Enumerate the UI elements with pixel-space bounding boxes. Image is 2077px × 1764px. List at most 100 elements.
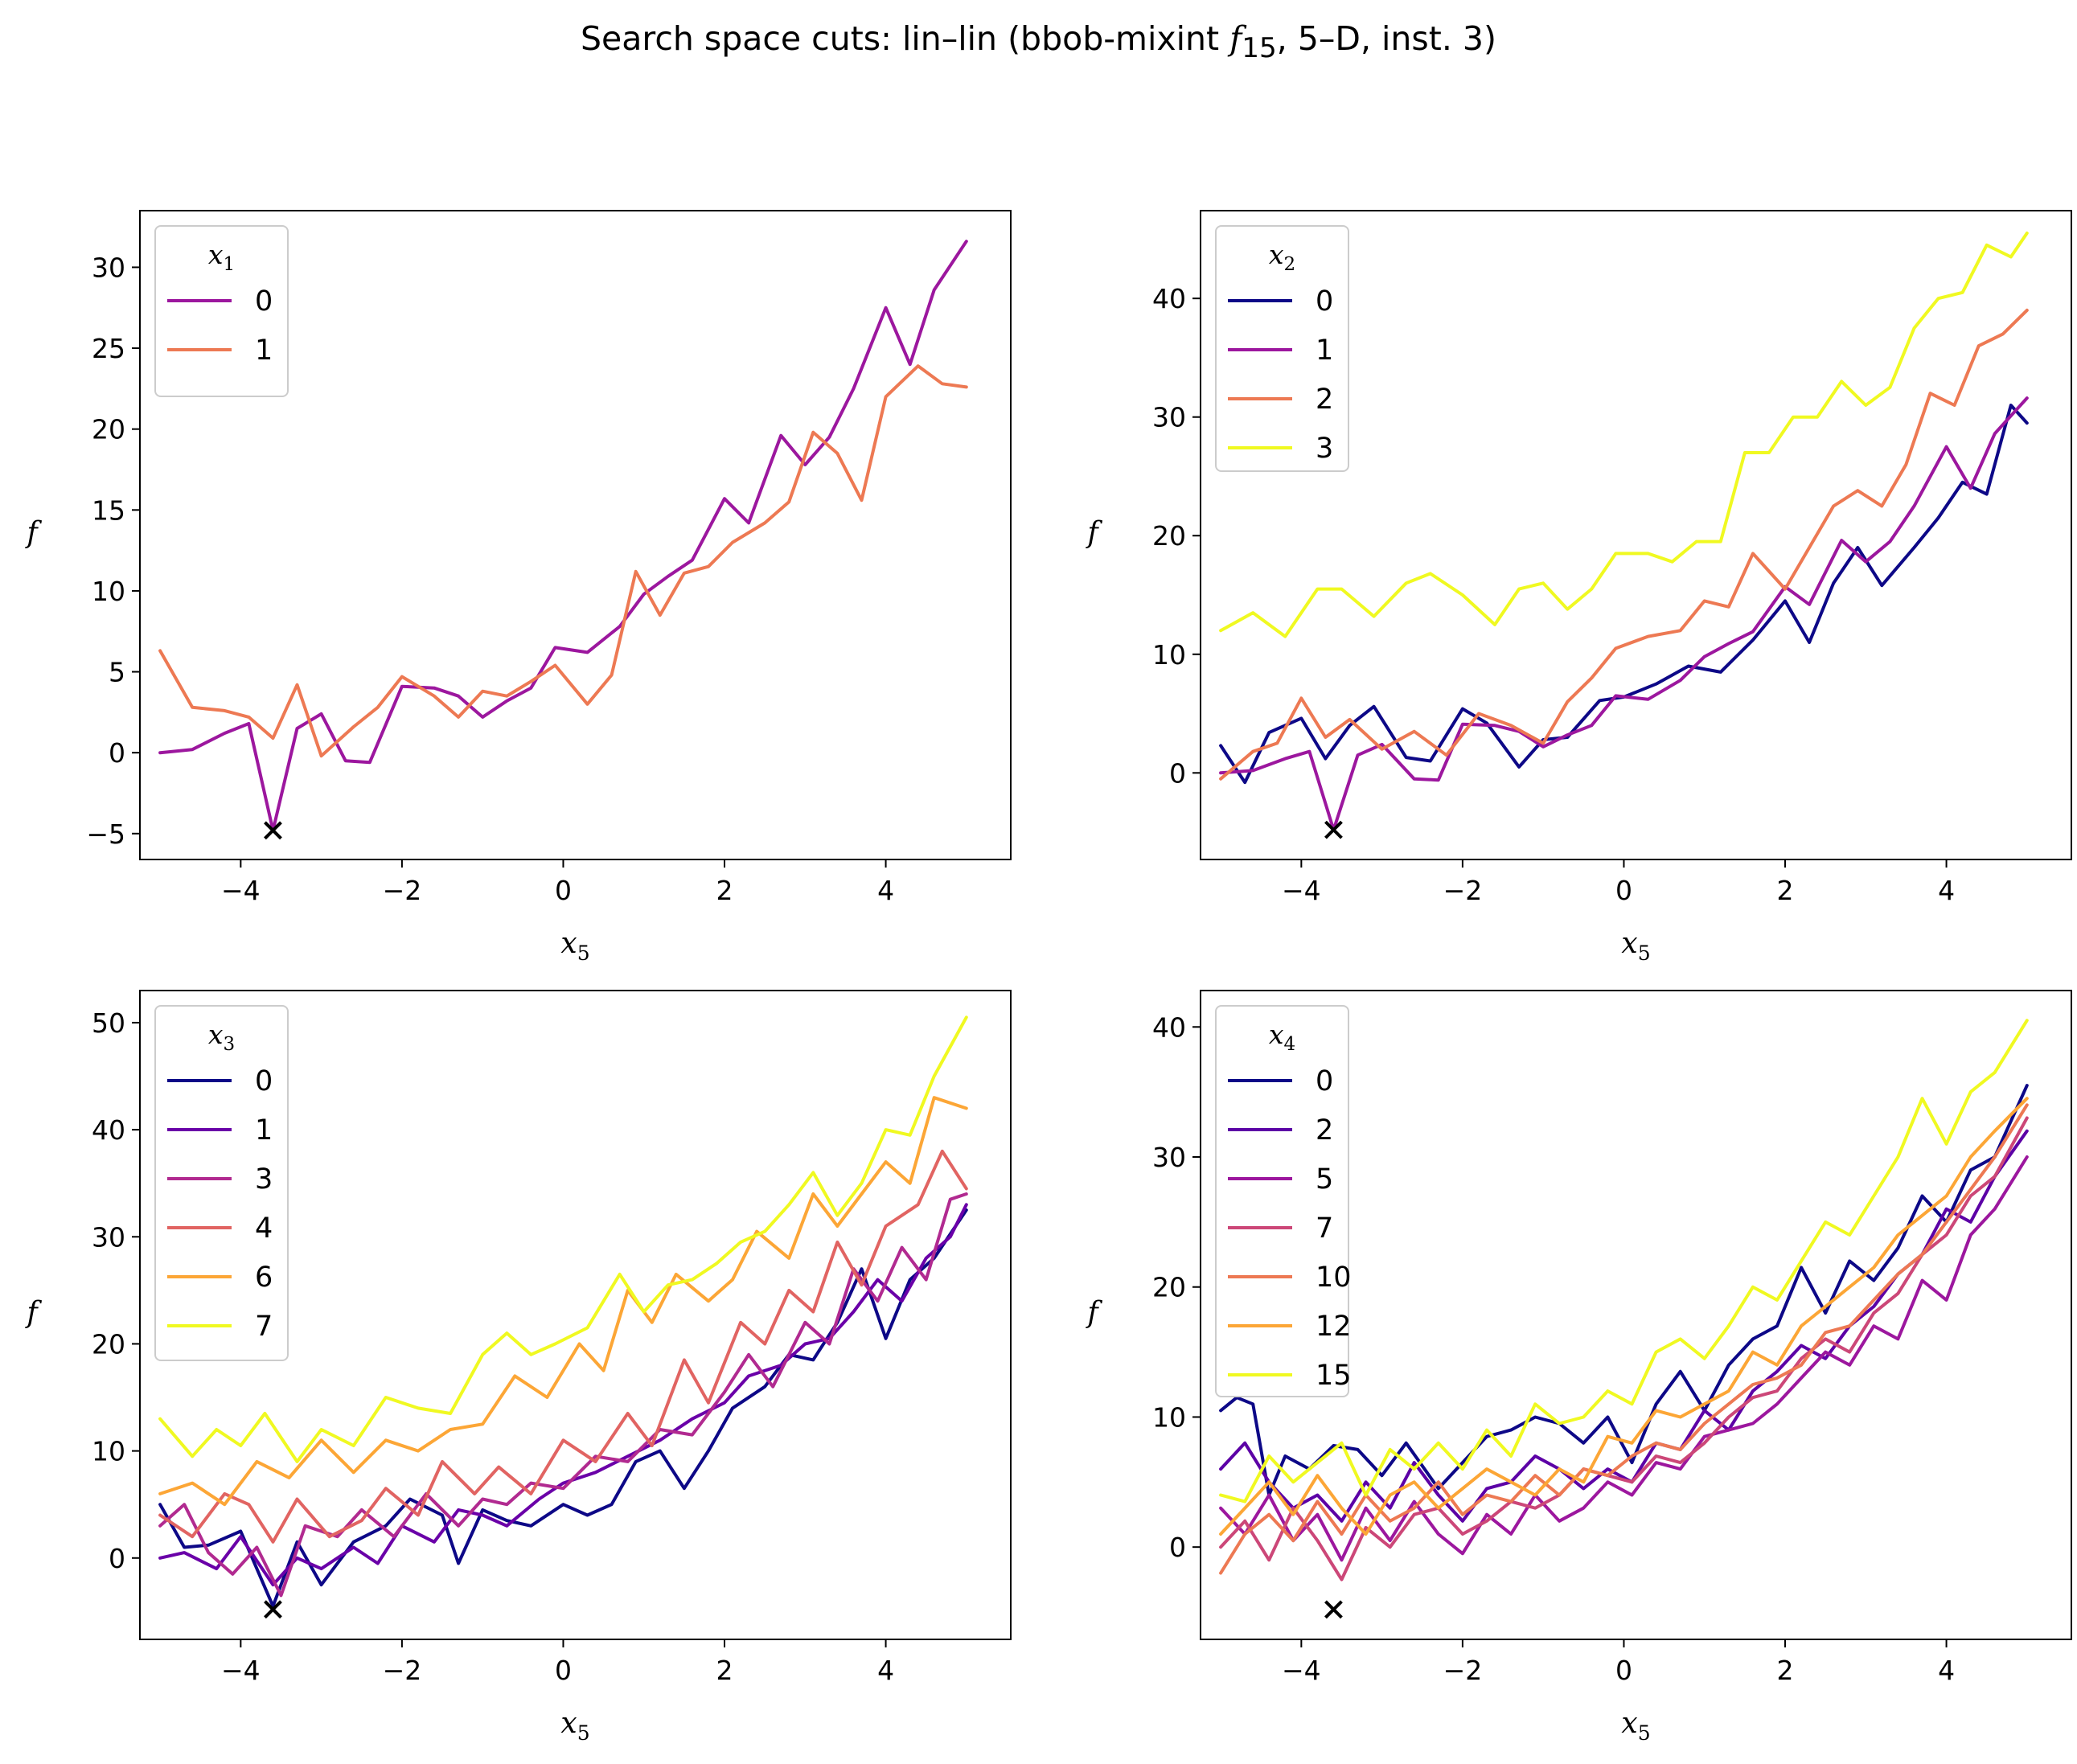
y-axis-label: f xyxy=(1085,1297,1102,1330)
legend-label-2: 2 xyxy=(1316,1114,1333,1147)
optimum-marker xyxy=(1324,1600,1343,1619)
legend-label-7: 7 xyxy=(1316,1212,1333,1245)
x-tick-label: 2 xyxy=(1777,1655,1794,1686)
legend-title: x2 xyxy=(1269,239,1295,275)
legend-label-12: 12 xyxy=(1316,1311,1352,1343)
series-line-12 xyxy=(1219,1097,2029,1536)
legend-title: x1 xyxy=(208,239,235,275)
x-tick-label: −2 xyxy=(383,875,422,906)
legend-box xyxy=(154,1005,289,1361)
series-group xyxy=(1219,1019,2029,1581)
optimum-marker-stroke xyxy=(1324,820,1343,839)
series-line-7 xyxy=(1219,1116,2029,1581)
x-tick-label: −4 xyxy=(221,1655,261,1686)
y-tick-label: 0 xyxy=(109,1543,125,1574)
x-axis-label-subscript: 5 xyxy=(577,941,590,965)
x-tick-label: −4 xyxy=(1282,1655,1321,1686)
series-line-4 xyxy=(158,1149,968,1544)
optimum-marker xyxy=(1324,820,1343,839)
legend-label-6: 6 xyxy=(255,1261,273,1294)
legend-label-0: 0 xyxy=(255,285,273,318)
legend-label-1: 1 xyxy=(255,1114,273,1147)
x-tick-label: 0 xyxy=(1615,1655,1632,1686)
y-tick-label: 40 xyxy=(1152,283,1186,314)
series-line-15 xyxy=(1219,1019,2029,1504)
legend-title-main: x xyxy=(1269,1019,1284,1050)
y-tick-label: 15 xyxy=(92,494,125,526)
x-tick-label: 0 xyxy=(1615,875,1632,906)
axes-frame xyxy=(1200,990,2072,1640)
y-tick-label: 30 xyxy=(1152,402,1186,433)
x-tick-label: −2 xyxy=(1443,1655,1483,1686)
legend-title-subscript: 1 xyxy=(223,254,235,275)
legend-label-0: 0 xyxy=(1316,285,1333,318)
y-tick-label: 20 xyxy=(92,414,125,445)
y-tick-label: 20 xyxy=(92,1328,125,1360)
title-prefix: Search space cuts: lin–lin (bbob-mixint xyxy=(580,19,1230,58)
title-function: f xyxy=(1229,19,1242,58)
x-tick-label: −2 xyxy=(383,1655,422,1686)
y-tick-label: 0 xyxy=(109,737,125,769)
x-tick-label: 2 xyxy=(716,875,733,906)
x-axis-label: x5 xyxy=(560,1707,589,1745)
legend-label-3: 3 xyxy=(1316,433,1333,465)
legend-title-subscript: 4 xyxy=(1283,1034,1295,1055)
legend-label-10: 10 xyxy=(1316,1261,1352,1294)
legend-title-subscript: 2 xyxy=(1283,254,1295,275)
series-line-10 xyxy=(1219,1103,2029,1575)
legend-title-main: x xyxy=(208,1019,224,1050)
x-tick-label: 4 xyxy=(1938,1655,1955,1686)
y-axis-label: f xyxy=(24,517,42,550)
y-tick-label: 30 xyxy=(1152,1142,1186,1173)
x-tick-label: −4 xyxy=(1282,875,1321,906)
legend-box xyxy=(1215,1005,1349,1397)
y-tick-label: 30 xyxy=(92,252,125,283)
axes-frame xyxy=(139,990,1012,1640)
legend-title: x3 xyxy=(208,1019,235,1055)
y-tick-label: 10 xyxy=(92,576,125,607)
series-group xyxy=(1219,232,2029,832)
series-group xyxy=(158,240,968,832)
optimum-marker-stroke xyxy=(264,1600,282,1619)
y-tick-label: 0 xyxy=(1169,1532,1186,1563)
y-tick-label: 30 xyxy=(92,1221,125,1253)
series-line-0 xyxy=(158,240,968,832)
series-line-1 xyxy=(1219,396,2029,832)
y-tick-label: 25 xyxy=(92,333,125,364)
y-tick-label: 10 xyxy=(1152,1401,1186,1433)
legend-label-0: 0 xyxy=(255,1065,273,1097)
x-axis-label-subscript: 5 xyxy=(1638,941,1651,965)
y-tick-label: 10 xyxy=(1152,639,1186,671)
y-tick-label: 20 xyxy=(1152,1272,1186,1303)
x-axis-label-main: x xyxy=(560,927,577,960)
optimum-marker-stroke xyxy=(264,821,282,840)
legend-title-main: x xyxy=(1269,239,1284,270)
series-line-2 xyxy=(1219,308,2029,781)
legend-title: x4 xyxy=(1269,1019,1295,1055)
y-tick-label: −5 xyxy=(86,818,125,850)
series-line-3 xyxy=(1219,232,2029,638)
y-tick-label: 40 xyxy=(92,1114,125,1146)
x-tick-label: −4 xyxy=(221,875,261,906)
x-tick-label: 2 xyxy=(716,1655,733,1686)
x-axis-label-subscript: 5 xyxy=(577,1721,590,1745)
series-line-6 xyxy=(158,1096,968,1507)
legend-label-1: 1 xyxy=(255,334,273,367)
series-line-1 xyxy=(158,1203,968,1587)
x-tick-label: 4 xyxy=(1938,875,1955,906)
legend-label-7: 7 xyxy=(255,1311,273,1343)
x-axis-label: x5 xyxy=(1621,927,1650,965)
legend-title-main: x xyxy=(208,239,224,270)
legend-box xyxy=(154,225,289,397)
x-tick-label: 0 xyxy=(555,875,572,906)
title-function-subscript: 15 xyxy=(1242,32,1277,65)
series-line-1 xyxy=(158,364,968,758)
legend-label-1: 1 xyxy=(1316,334,1333,367)
